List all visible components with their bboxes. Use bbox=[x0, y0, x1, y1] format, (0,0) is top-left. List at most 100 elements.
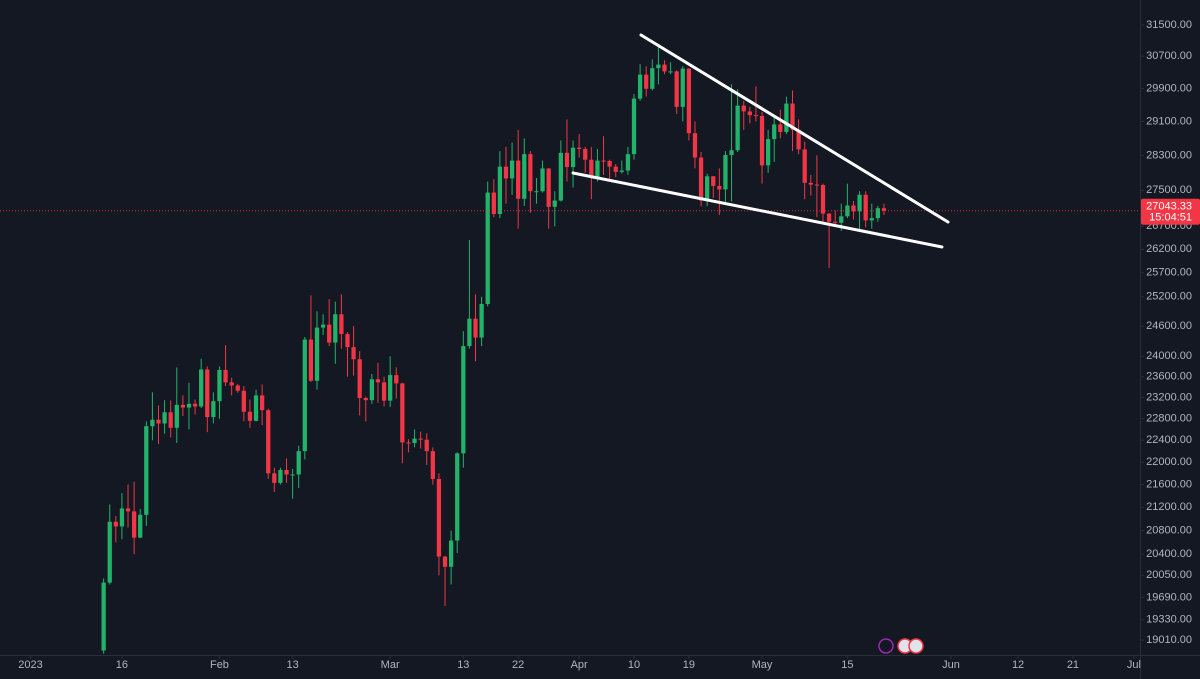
x-tick-label: Apr bbox=[571, 659, 588, 671]
candle-body bbox=[272, 473, 277, 483]
candle-body bbox=[619, 170, 624, 172]
y-tick-label: 20800.00 bbox=[1146, 524, 1192, 536]
candle-body bbox=[229, 382, 234, 386]
candle-body bbox=[479, 304, 484, 338]
candle-body bbox=[436, 478, 442, 557]
candle-body bbox=[698, 157, 704, 201]
candle-body bbox=[467, 318, 472, 347]
candle-body bbox=[308, 339, 314, 381]
candle-body bbox=[442, 556, 448, 567]
x-tick-label: 15 bbox=[841, 659, 853, 671]
candle-body bbox=[290, 474, 295, 476]
icon[interactable] bbox=[908, 638, 924, 654]
y-tick-label: 22400.00 bbox=[1146, 434, 1192, 446]
y-tick-label: 21600.00 bbox=[1146, 478, 1192, 490]
y-tick-label: 29100.00 bbox=[1146, 115, 1192, 127]
y-tick-label: 27500.00 bbox=[1146, 184, 1192, 196]
candle-body bbox=[564, 152, 570, 168]
candle-body bbox=[241, 390, 246, 412]
candle-body bbox=[247, 411, 253, 421]
candle-body bbox=[686, 68, 692, 134]
candle-body bbox=[644, 74, 649, 89]
candle-body bbox=[729, 150, 734, 155]
candle-body bbox=[503, 166, 509, 179]
candle-body bbox=[589, 159, 594, 178]
candle-body bbox=[430, 451, 435, 479]
y-tick-label: 22800.00 bbox=[1146, 413, 1192, 425]
candle-body bbox=[833, 221, 838, 223]
candle-body bbox=[839, 216, 844, 223]
candle-body bbox=[705, 176, 710, 201]
trend-line bbox=[571, 171, 944, 249]
candle-body bbox=[461, 346, 466, 454]
candle-body bbox=[607, 161, 612, 167]
last-price-tag bbox=[1141, 198, 1200, 225]
candle-body bbox=[595, 160, 600, 178]
y-tick-label: 24600.00 bbox=[1146, 320, 1192, 332]
candle-body bbox=[558, 152, 563, 201]
candle-body bbox=[162, 412, 167, 424]
candle-body bbox=[455, 453, 460, 541]
x-tick-label: 22 bbox=[512, 659, 524, 671]
candle-body bbox=[814, 184, 820, 186]
candle-body bbox=[168, 412, 173, 428]
y-tick-label: 31500.00 bbox=[1146, 19, 1192, 31]
candle-body bbox=[223, 369, 228, 383]
candle-body bbox=[144, 426, 149, 515]
x-tick-label: 10 bbox=[628, 659, 640, 671]
candle-body bbox=[625, 154, 631, 171]
candle-body bbox=[613, 166, 618, 172]
candle-body bbox=[570, 147, 576, 168]
candle-body bbox=[656, 64, 661, 69]
candle-body bbox=[205, 369, 210, 418]
y-tick-label: 29900.00 bbox=[1146, 82, 1192, 94]
toolbar-icons[interactable] bbox=[878, 638, 924, 654]
y-tick-label: 24000.00 bbox=[1146, 350, 1192, 362]
y-tick-label: 19690.00 bbox=[1146, 591, 1192, 603]
last-price-label: 27043.33 bbox=[1146, 201, 1192, 213]
candle-body bbox=[540, 168, 545, 192]
candle-body bbox=[302, 339, 307, 452]
candle-body bbox=[296, 451, 301, 475]
candle-body bbox=[138, 514, 143, 538]
candle-body bbox=[723, 154, 728, 190]
y-tick-label: 21200.00 bbox=[1146, 501, 1192, 513]
candle-body bbox=[881, 208, 887, 211]
candle-body bbox=[845, 205, 850, 217]
candle-body bbox=[680, 68, 685, 107]
x-tick-label: 12 bbox=[1012, 659, 1024, 671]
candle-body bbox=[473, 318, 478, 338]
candle-body bbox=[485, 192, 490, 305]
plot bbox=[0, 44, 1140, 654]
x-tick-label: Jul bbox=[1127, 659, 1141, 671]
candle-body bbox=[394, 375, 399, 384]
candle-body bbox=[381, 382, 387, 401]
candle-body bbox=[637, 74, 643, 99]
candle-body bbox=[869, 218, 874, 221]
candle-body bbox=[741, 105, 746, 112]
candle-body bbox=[101, 582, 106, 651]
x-tick-label: 21 bbox=[1067, 659, 1079, 671]
x-tick-label: May bbox=[752, 659, 773, 671]
y-tick-label: 25700.00 bbox=[1146, 267, 1192, 279]
candle-body bbox=[351, 347, 356, 360]
candle-body bbox=[217, 369, 222, 402]
candle-body bbox=[406, 442, 411, 444]
icon[interactable] bbox=[878, 638, 894, 654]
x-tick-label: 16 bbox=[116, 659, 128, 671]
candle-body bbox=[125, 508, 131, 512]
x-tick-label: 2023 bbox=[18, 659, 42, 671]
candle-body bbox=[333, 314, 338, 343]
candle-body bbox=[674, 71, 679, 107]
candle-body bbox=[253, 395, 259, 421]
candle-body bbox=[735, 105, 740, 151]
candle-body bbox=[778, 124, 783, 132]
candle-body bbox=[577, 147, 582, 149]
y-tick-label: 23600.00 bbox=[1146, 371, 1192, 383]
candle-body bbox=[424, 439, 429, 452]
candle-body bbox=[650, 68, 655, 89]
y-tick-label: 26200.00 bbox=[1146, 243, 1192, 255]
y-tick-label: 30700.00 bbox=[1146, 50, 1192, 62]
